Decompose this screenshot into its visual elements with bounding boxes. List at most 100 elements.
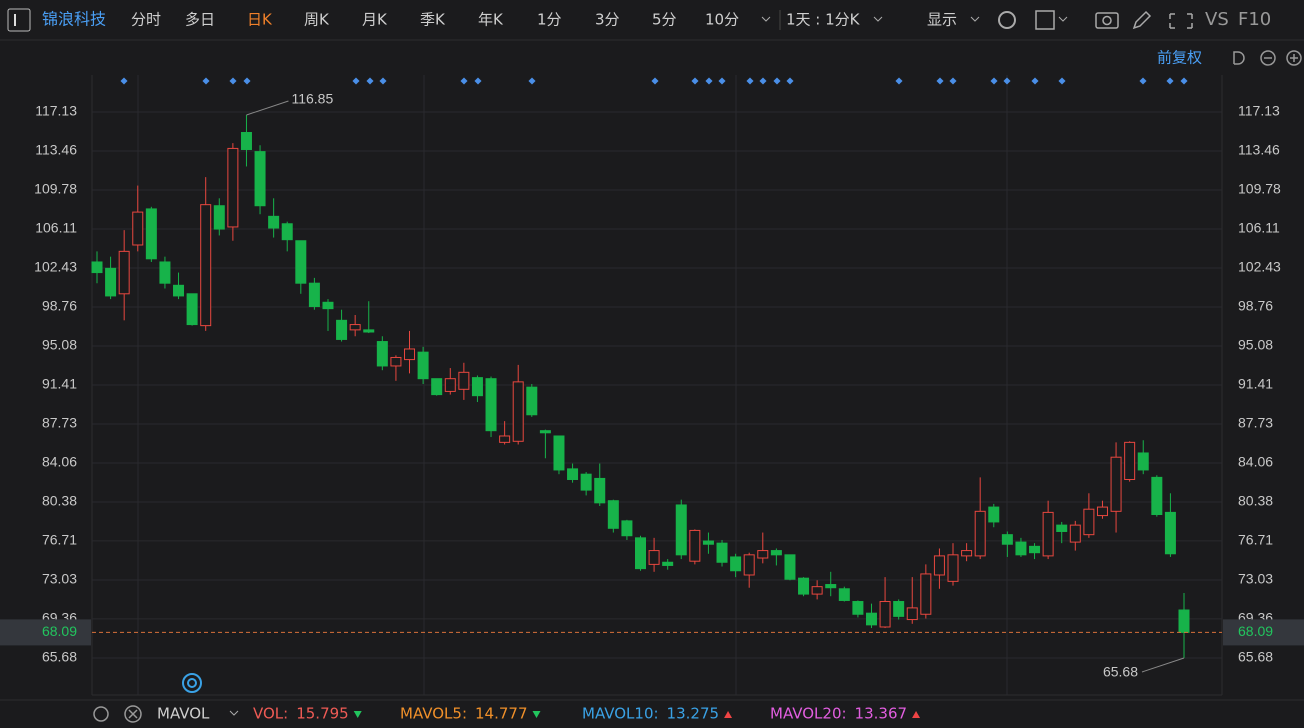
indicator-label: MAVOL20: [770, 705, 847, 723]
y-tick-label: 113.46 [35, 142, 77, 158]
vs-button[interactable]: VS [1205, 9, 1229, 30]
candle-body [444, 378, 456, 392]
candle-body [471, 377, 483, 397]
event-marker[interactable] [651, 77, 659, 85]
candle-body [621, 520, 633, 537]
zoom-in-icon[interactable] [1286, 50, 1302, 66]
y2-tick-label: 91.41 [1238, 376, 1273, 392]
candle-body [336, 319, 348, 340]
period-tab[interactable]: 1分 [537, 11, 562, 29]
candle-body [947, 554, 959, 582]
candle-body [553, 435, 565, 471]
y2-tick-label: 106.11 [1238, 220, 1280, 236]
y2-tick-label: 117.13 [1238, 103, 1280, 119]
y2-tick-label: 80.38 [1238, 493, 1273, 509]
candle-body [105, 267, 117, 297]
event-marker[interactable] [705, 77, 713, 85]
candle-body [186, 293, 198, 326]
candle-body [594, 477, 606, 504]
candle-body [730, 556, 742, 572]
event-marker[interactable] [120, 77, 128, 85]
adjust-mode[interactable]: 前复权 [1157, 49, 1202, 67]
event-marker[interactable] [243, 77, 251, 85]
camera-icon[interactable] [1095, 12, 1119, 29]
period-tab[interactable]: 5分 [652, 11, 677, 29]
chevron [970, 16, 980, 22]
candle-body [1001, 534, 1013, 545]
candle-body [1096, 506, 1108, 517]
max-label: 116.85 [291, 91, 333, 107]
y-tick-label: 76.71 [42, 532, 77, 548]
reset-icon[interactable] [1233, 51, 1245, 65]
period-tab[interactable]: 10分 [705, 11, 739, 29]
event-marker[interactable] [746, 77, 754, 85]
indicator-name[interactable]: MAVOL [157, 705, 210, 723]
camera-lens [1102, 15, 1112, 26]
locate-icon[interactable] [182, 673, 202, 693]
event-marker[interactable] [936, 77, 944, 85]
period-tab[interactable]: 周K [304, 11, 330, 29]
period-tab[interactable]: 多日 [185, 11, 215, 29]
tabs: 分时 多日 日K 周K 月K 季K 年K 1分 3分 5分 10分 [131, 11, 739, 29]
indicator-close[interactable] [124, 705, 142, 723]
event-marker[interactable] [379, 77, 387, 85]
fullscreen-icon[interactable] [1169, 13, 1193, 29]
event-marker[interactable] [773, 77, 781, 85]
event-marker[interactable] [229, 77, 237, 85]
event-marker[interactable] [895, 77, 903, 85]
multi-period[interactable]: 1天 : 1分K [786, 11, 861, 29]
event-marker[interactable] [949, 77, 957, 85]
candle-body [322, 301, 334, 310]
event-marker[interactable] [474, 77, 482, 85]
event-marker[interactable] [786, 77, 794, 85]
candle-body [526, 386, 538, 416]
candle-body [974, 510, 986, 557]
event-marker[interactable] [366, 77, 374, 85]
display-menu[interactable]: 显示 [927, 11, 957, 29]
candle-body [268, 215, 280, 229]
event-marker[interactable] [990, 77, 998, 85]
event-marker[interactable] [691, 77, 699, 85]
candle-body [675, 504, 687, 556]
event-marker[interactable] [202, 77, 210, 85]
indicator-settings[interactable] [93, 706, 109, 722]
period-tab[interactable]: 3分 [595, 11, 620, 29]
last-price-box [1223, 619, 1304, 646]
event-marker[interactable] [718, 77, 726, 85]
candle-body [838, 588, 850, 601]
settings-icon[interactable] [998, 11, 1016, 29]
stock-name[interactable]: 锦浪科技 [42, 10, 106, 29]
menu-icon[interactable] [7, 8, 31, 32]
zoom-out-icon[interactable] [1260, 50, 1276, 66]
period-tab[interactable]: 季K [420, 11, 446, 29]
candle-body [865, 612, 877, 626]
candle-body [716, 542, 728, 563]
event-marker[interactable] [528, 77, 536, 85]
f10-button[interactable]: F10 [1238, 9, 1271, 30]
candle-body [567, 468, 579, 480]
event-marker[interactable] [759, 77, 767, 85]
y-tick-label: 117.13 [35, 103, 77, 119]
period-tab[interactable]: 月K [362, 11, 388, 29]
period-tab[interactable]: 日K [247, 11, 273, 29]
period-tab[interactable]: 年K [478, 11, 504, 29]
period-tab[interactable]: 分时 [131, 11, 161, 29]
y-tick-label: 95.08 [42, 337, 77, 353]
candle-body [933, 555, 945, 576]
indicator-label: MAVOL5: [400, 705, 467, 723]
y-tick-label: 102.43 [34, 259, 77, 275]
event-marker[interactable] [460, 77, 468, 85]
min-leader [1141, 657, 1185, 673]
draw-icon[interactable] [1132, 10, 1152, 30]
last-price-label: 68.09 [42, 623, 77, 639]
candle-body [404, 348, 416, 361]
layout-icon[interactable] [1035, 10, 1055, 30]
event-marker[interactable] [1003, 77, 1011, 85]
event-marker[interactable] [352, 77, 360, 85]
candle-body [1137, 452, 1149, 471]
candle-body [893, 601, 905, 617]
candle-body [648, 550, 660, 565]
candle-body [227, 147, 239, 228]
trend-arrow [724, 711, 733, 718]
